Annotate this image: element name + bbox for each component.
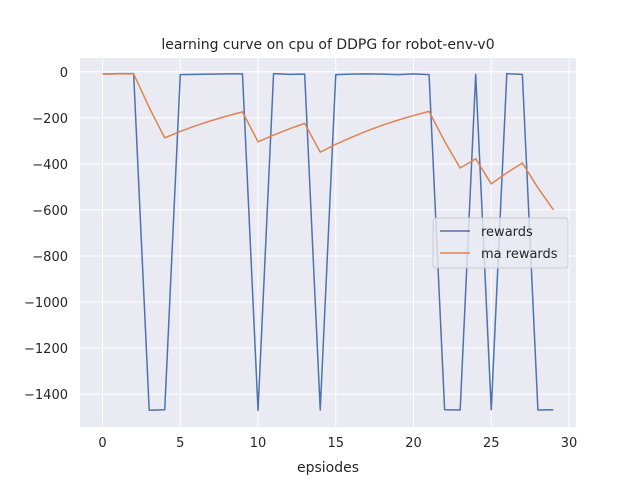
y-tick-label: −1000 <box>24 296 68 311</box>
chart-title: learning curve on cpu of DDPG for robot-… <box>161 37 494 53</box>
legend: rewards ma rewards <box>432 217 569 269</box>
legend-label-rewards: rewards <box>481 225 533 240</box>
series-line-ma-rewards <box>102 73 555 211</box>
x-tick-label: 25 <box>483 436 500 451</box>
x-tick-label: 0 <box>98 436 106 451</box>
legend-label-ma-rewards: ma rewards <box>481 247 558 262</box>
y-tick-label: −200 <box>32 112 68 127</box>
y-tick-label: −600 <box>32 204 68 219</box>
tick-labels: 0 5 10 15 20 25 30 0 −200 −400 −600 −800 −1000 −1200 −… <box>24 66 577 451</box>
y-tick-label: 0 <box>60 66 68 81</box>
series-layer <box>102 72 555 412</box>
grid <box>80 58 576 427</box>
x-tick-label: 5 <box>176 436 184 451</box>
x-tick-label: 10 <box>250 436 267 451</box>
x-tick-label: 30 <box>561 436 578 451</box>
series-line-rewards <box>102 72 554 412</box>
y-tick-label: −400 <box>32 158 68 173</box>
y-tick-label: −800 <box>32 250 68 265</box>
y-tick-label: −1400 <box>24 388 68 403</box>
x-tick-label: 15 <box>328 436 345 451</box>
x-tick-label: 20 <box>405 436 422 451</box>
y-tick-label: −1200 <box>24 342 68 357</box>
x-axis-label: epsiodes <box>297 460 359 476</box>
